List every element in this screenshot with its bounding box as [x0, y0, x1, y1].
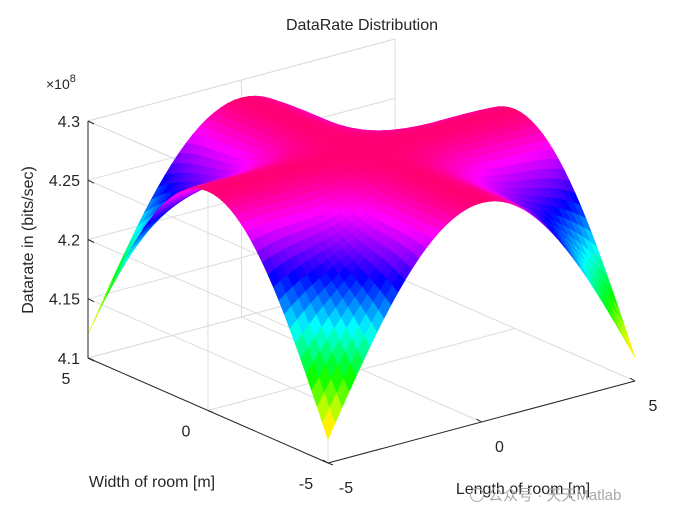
- z-tick-label: 4.15: [49, 292, 80, 309]
- axes-front: -5 0 5 -5 0 5 4.1 4.15 4.2 4.25 4.3: [49, 114, 658, 497]
- wechat-icon: [470, 488, 484, 502]
- z-tick: [87, 179, 95, 184]
- x-tick: [629, 377, 636, 382]
- floor-gridline-y: [207, 328, 516, 411]
- x-tick-label: 0: [495, 439, 504, 456]
- y-tick: [207, 410, 214, 413]
- z-tick: [87, 357, 95, 362]
- z-exponent-label: ×108: [46, 73, 76, 92]
- surface-patch: [322, 407, 336, 441]
- chart-title: DataRate Distribution: [286, 17, 438, 34]
- y-tick-label: 0: [182, 424, 191, 441]
- x-tick-label: -5: [339, 480, 353, 497]
- y-tick: [327, 462, 334, 466]
- z-tick: [87, 120, 95, 125]
- x-axis-label: Length of room [m]: [456, 481, 590, 498]
- surface-patch: [622, 329, 636, 358]
- z-axis-label: Datarate in (bits/sec): [20, 166, 37, 314]
- z-tick-label: 4.2: [58, 233, 80, 250]
- y-tick-label: 5: [62, 371, 71, 388]
- sidewall-gridline-z: [87, 298, 329, 405]
- watermark-text: 公众号 · 天天Matlab: [488, 487, 622, 504]
- surface-plot: [87, 95, 636, 441]
- x-tick: [476, 418, 482, 423]
- y-axis-label: Width of room [m]: [89, 474, 215, 491]
- watermark: 公众号 · 天天Matlab: [470, 484, 621, 505]
- z-tick-label: 4.25: [49, 173, 80, 190]
- y-tick-label: -5: [299, 476, 313, 493]
- box-edge-top: [87, 38, 396, 122]
- z-tick-label: 4.3: [58, 114, 80, 131]
- z-tick: [87, 298, 95, 303]
- x-tick: [322, 459, 329, 464]
- z-tick-label: 4.1: [58, 351, 80, 368]
- x-tick-label: 5: [649, 398, 658, 415]
- z-tick: [87, 239, 95, 243]
